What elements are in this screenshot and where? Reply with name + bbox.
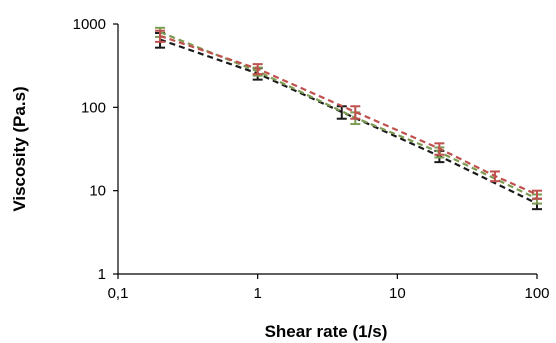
error-bar (489, 170, 500, 183)
series-line (159, 38, 538, 205)
error-bar (155, 29, 166, 43)
x-tick-label: 0,1 (108, 285, 129, 302)
series-3 (155, 29, 542, 200)
series-layer (155, 26, 542, 211)
error-bar (350, 105, 361, 120)
series-line (159, 34, 538, 196)
x-axis-title: Shear rate (1/s) (265, 322, 388, 341)
error-bar (532, 189, 542, 200)
error-bar (434, 142, 445, 156)
x-tick-label: 100 (524, 285, 549, 302)
y-tick-label: 100 (81, 99, 106, 116)
series-1 (155, 31, 542, 211)
x-tick-label: 10 (389, 285, 406, 302)
y-tick-label: 10 (89, 183, 106, 200)
y-axis-title: Viscosity (Pa.s) (10, 86, 29, 211)
y-tick-label: 1 (98, 266, 106, 283)
x-tick-label: 1 (253, 285, 261, 302)
y-tick-label: 1000 (73, 16, 106, 33)
error-bar (252, 63, 263, 76)
